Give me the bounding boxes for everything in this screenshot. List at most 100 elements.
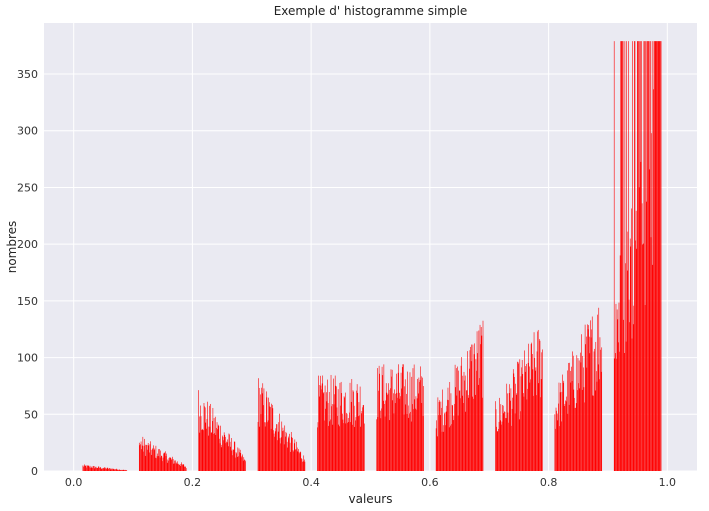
histogram-bar [630,246,632,471]
histogram-bar [242,454,243,471]
histogram-bar [445,425,446,471]
histogram-bar [565,401,567,471]
histogram-bar [628,41,629,471]
histogram-bar [340,405,341,471]
histogram-bar [279,413,280,471]
histogram-bar [258,378,259,471]
histogram-bar [284,425,286,471]
histogram-bar [540,379,542,471]
histogram-bar [118,469,120,471]
histogram-bar [569,370,571,471]
histogram-bar [641,41,642,471]
histogram-bar [285,431,287,471]
histogram-bar [239,449,241,471]
histogram-bar [455,387,456,471]
histogram-bar [295,449,297,471]
histogram-bar [179,464,180,471]
histogram-bar [597,364,599,471]
histogram-bar [588,336,590,471]
histogram-bar [270,428,272,471]
histogram-bar [531,342,532,471]
histogram-bar [355,420,356,471]
histogram-bar [85,465,87,471]
histogram-bar [529,366,530,471]
histogram-bar [402,364,404,471]
histogram-bar [557,420,559,471]
histogram-bar [268,397,269,471]
histogram-bar [561,391,563,471]
histogram-bar [340,381,342,471]
histogram-bar [438,415,439,471]
histogram-bar [346,412,347,471]
histogram-bar [153,445,154,471]
histogram-bar [94,468,96,471]
histogram-bar [504,411,506,471]
histogram-bar [569,362,570,471]
histogram-bar [300,452,302,471]
histogram-bar [174,460,175,471]
histogram-bar [583,367,584,471]
histogram-bar [283,444,285,471]
histogram-bar [157,449,159,471]
histogram-bar [244,459,246,471]
histogram-bar [285,436,286,471]
x-tick-label: 0.2 [184,476,202,489]
histogram-bar [167,462,169,471]
histogram-bar [327,403,329,471]
histogram-bar [105,468,107,471]
histogram-bar [263,388,265,471]
histogram-bar [509,384,511,471]
histogram-bar [540,397,541,471]
histogram-bar [93,466,95,471]
histogram-bar [90,466,92,471]
histogram-bar [626,270,628,471]
histogram-bar [223,440,224,471]
histogram-bar [172,456,173,471]
histogram-bar [221,444,223,471]
histogram-bar [446,405,448,471]
histogram-bar [219,443,221,471]
histogram-bar [302,461,303,471]
histogram-bar [654,41,655,471]
histogram-bar [651,41,653,471]
histogram-bar [566,370,568,471]
histogram-bar [391,376,392,471]
histogram-bar [111,468,112,471]
histogram-bar [642,244,643,471]
histogram-bar [537,331,538,471]
histogram-bar [453,420,454,471]
histogram-bar [235,457,236,471]
histogram-bar [298,449,299,471]
histogram-bar [629,238,631,471]
histogram-bar [566,396,567,471]
histogram-bar [465,411,467,471]
histogram-bar [412,404,413,471]
histogram-bar [230,446,232,471]
histogram-bar [523,393,524,471]
histogram-bar [206,419,208,471]
histogram-bar [280,437,282,471]
histogram-bar [621,41,623,471]
histogram-bar [298,452,300,471]
histogram-bar [660,41,662,471]
histogram-bar [184,466,185,471]
histogram-bar [476,370,477,471]
histogram-bar [286,433,287,471]
histogram-bar [477,384,479,471]
histogram-bar [146,445,148,471]
histogram-bar [616,358,617,471]
histogram-bar [502,405,504,471]
histogram-bar [526,399,528,471]
histogram-bar [646,41,648,471]
histogram-bar [507,393,508,471]
y-tick-label: 150 [17,295,38,308]
histogram-bar [462,375,464,471]
histogram-bar [403,364,404,471]
histogram-bar [323,392,325,471]
histogram-bar [199,432,201,471]
histogram-bar [119,469,120,471]
histogram-bar [217,429,218,471]
histogram-bar [451,404,453,471]
histogram-bar [570,382,572,471]
y-tick-label: 200 [17,238,38,251]
